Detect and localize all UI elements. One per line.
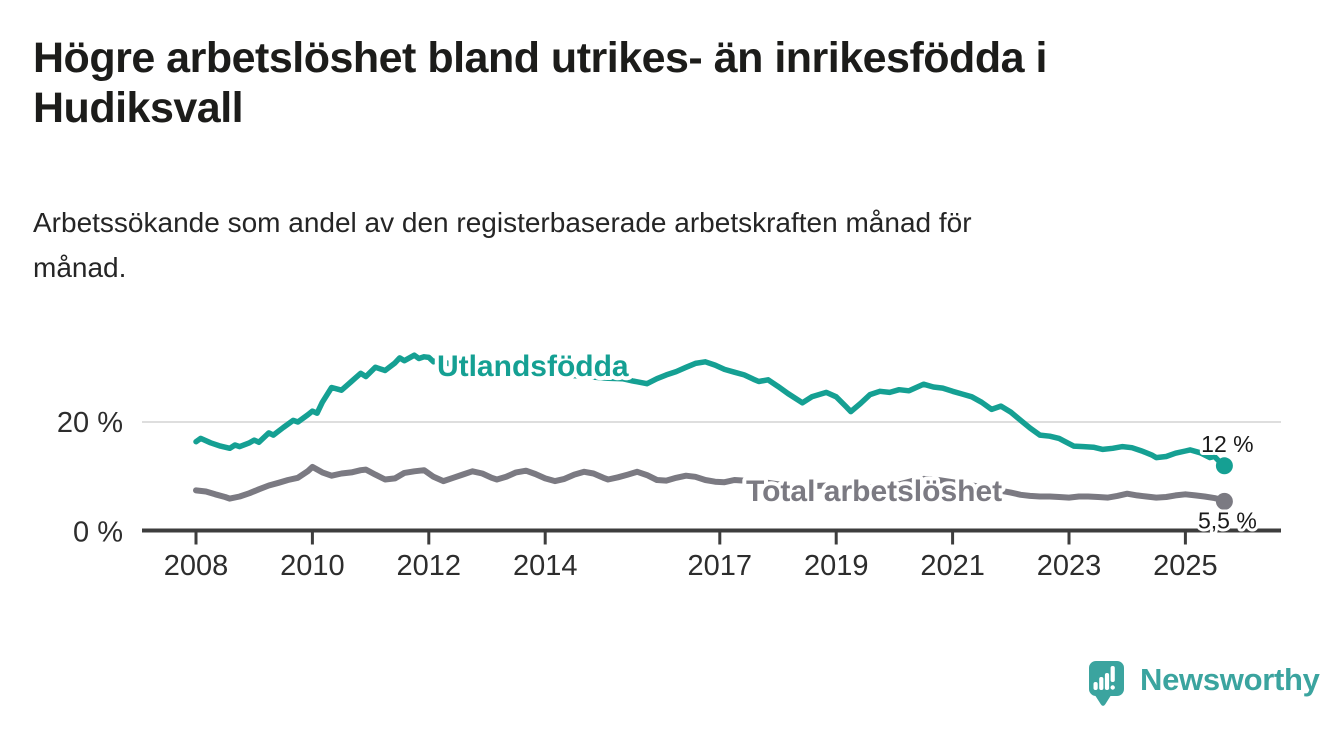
x-tick-label-2023: 2023 bbox=[1037, 550, 1102, 582]
x-tick-label-2014: 2014 bbox=[513, 550, 578, 582]
series-label-utlandsfodda: Utlandsfödda bbox=[437, 350, 629, 383]
x-tick-label-2021: 2021 bbox=[920, 550, 985, 582]
series-label-total: Total arbetslöshet bbox=[746, 475, 1002, 508]
x-tick-label-2025: 2025 bbox=[1153, 550, 1218, 582]
newsworthy-logo: Newsworthy bbox=[1089, 661, 1320, 706]
y-tick-label-0: 0 % bbox=[73, 517, 123, 549]
x-tick-label-2012: 2012 bbox=[397, 550, 462, 582]
chart-line-total bbox=[193, 463, 1228, 505]
logo-exclamation-bar bbox=[1110, 666, 1115, 682]
x-tick-label-2008: 2008 bbox=[164, 550, 229, 582]
page-title-line2: Hudiksvall bbox=[33, 84, 244, 132]
end-dot-utlandsfodda bbox=[1215, 457, 1233, 475]
y-tick-label-20: 20 % bbox=[57, 407, 123, 439]
x-tick-label-2010: 2010 bbox=[280, 550, 345, 582]
logo-bar-3 bbox=[1104, 673, 1110, 690]
end-value-label-total: 5,5 % bbox=[1198, 507, 1257, 533]
x-tick-label-2019: 2019 bbox=[804, 550, 869, 582]
chart-subtitle: Arbetssökande som andel av den registerb… bbox=[33, 200, 1283, 290]
logo-exclamation-dot bbox=[1110, 685, 1115, 690]
end-value-label-utlandsfodda: 12 % bbox=[1201, 431, 1253, 457]
logo-brand-text: Newsworthy bbox=[1140, 662, 1320, 697]
logo-bar-2 bbox=[1099, 677, 1104, 690]
chart-line-utlandsfodda bbox=[193, 352, 1228, 469]
logo-bar-1 bbox=[1093, 682, 1098, 690]
chart-subtitle-line2: månad. bbox=[33, 252, 127, 283]
x-tick-label-2017: 2017 bbox=[688, 550, 753, 582]
chart-subtitle-line1: Arbetssökande som andel av den registerb… bbox=[33, 207, 972, 238]
page-title-line1: Högre arbetslöshet bland utrikes- än inr… bbox=[33, 34, 1047, 82]
page-title: Högre arbetslöshet bland utrikes- än inr… bbox=[33, 33, 1283, 133]
end-dot-total bbox=[1215, 492, 1233, 510]
